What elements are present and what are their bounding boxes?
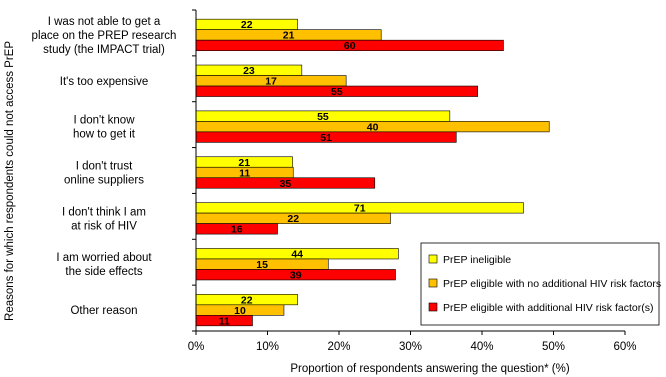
data-label: 21: [283, 30, 295, 42]
x-tick-label: 0%: [188, 341, 205, 353]
category-label: Other reason: [70, 305, 137, 317]
plot-area: 22 21 60 I was not able to get a place on th…: [32, 16, 550, 327]
legend: PrEP ineligible PrEP eligible with no add…: [420, 242, 661, 326]
data-label: 10: [234, 305, 246, 317]
category-label: place on the PREP research: [32, 30, 177, 42]
category-label: I don't know: [73, 115, 135, 127]
x-axis-title: Proportion of respondents answering the …: [290, 363, 570, 375]
category-label: It's too expensive: [60, 76, 149, 88]
data-label: 11: [219, 315, 230, 327]
data-label: 22: [287, 213, 299, 225]
x-tick-label: 50%: [542, 341, 565, 353]
data-label: 22: [241, 19, 253, 31]
legend-label: PrEP ineligible: [443, 254, 511, 266]
data-label: 16: [231, 224, 243, 236]
data-label: 55: [331, 86, 343, 98]
legend-swatch: [428, 278, 438, 288]
y-axis-title: Reasons for which respondents could not …: [4, 41, 16, 321]
category-label: how to get it: [73, 129, 136, 141]
data-label: 71: [354, 203, 366, 215]
legend-box: [420, 242, 660, 326]
category-label: I don't trust: [76, 161, 133, 173]
category-label: at risk of HIV: [71, 220, 137, 232]
legend-label: PrEP eligible with no additional HIV ris…: [443, 278, 661, 290]
category-label: study (the IMPACT trial): [43, 44, 165, 56]
data-label: 55: [317, 111, 329, 123]
x-tick-label: 30%: [399, 341, 422, 353]
data-label: 60: [344, 40, 356, 52]
data-label: 40: [367, 121, 379, 133]
data-label: 35: [280, 178, 292, 190]
data-label: 44: [291, 248, 303, 260]
data-label: 23: [243, 65, 255, 77]
category-label: I was not able to get a: [48, 16, 161, 28]
category-label: I am worried about: [56, 252, 152, 264]
data-label: 22: [241, 294, 253, 306]
category-label: I don't think I am: [62, 206, 146, 218]
category-label: online suppliers: [64, 175, 144, 187]
x-tick-label: 10%: [256, 341, 279, 353]
data-label: 17: [265, 76, 277, 88]
data-label: 51: [320, 132, 332, 144]
x-tick-label: 60%: [613, 341, 636, 353]
data-label: 39: [290, 269, 302, 281]
x-tick-label: 20%: [327, 341, 350, 353]
category-label: the side effects: [65, 266, 142, 278]
legend-swatch: [428, 254, 438, 264]
x-tick-label: 40%: [470, 341, 493, 353]
legend-label: PrEP eligible with additional HIV risk f…: [443, 302, 653, 314]
data-label: 15: [256, 259, 268, 271]
x-axis: 0% 10% 20% 30% 40% 50% 60%: [188, 9, 637, 353]
data-label: 21: [238, 157, 250, 169]
data-label: 11: [239, 167, 250, 179]
legend-swatch: [428, 302, 438, 312]
